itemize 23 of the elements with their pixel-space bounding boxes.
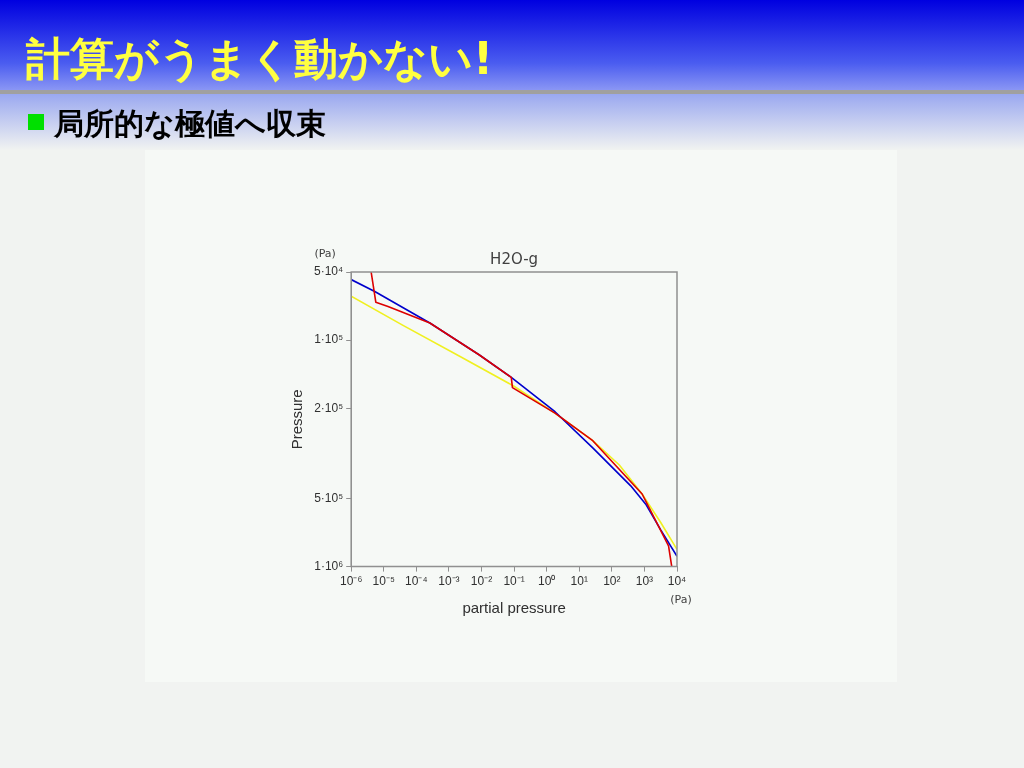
x-tick-label: 10⁻² xyxy=(470,574,493,589)
x-tick-label: 10⁻⁵ xyxy=(372,574,395,589)
y-tick-label: 1·10⁶ xyxy=(314,558,344,573)
text: (Pa) xyxy=(314,246,336,260)
x-tick-label: 10⁰ xyxy=(537,574,556,589)
x-axis-title: partial pressure xyxy=(462,599,566,617)
y-tick-label: 5·10⁴ xyxy=(313,264,344,279)
y-tick-label: 5·10⁵ xyxy=(314,490,344,505)
chart-subtitle: 局所的な極値へ収束 xyxy=(54,105,326,143)
x-tick-label: 10⁻⁶ xyxy=(340,574,363,589)
x-tick-label: 10⁴ xyxy=(667,574,687,589)
y-axis-title: Pressure xyxy=(288,389,306,450)
x-tick-label: 10³ xyxy=(635,574,654,589)
x-tick-label: 10⁻⁴ xyxy=(405,574,428,589)
chart-title: 計算がうまく動かない! xyxy=(26,32,494,86)
x-tick-label: 10⁻¹ xyxy=(503,574,525,589)
y-tick-label: 2·10⁵ xyxy=(314,400,344,415)
x-tick-label: 10⁻³ xyxy=(438,574,460,589)
text: (Pa) xyxy=(670,593,692,607)
text: H2O-g xyxy=(490,249,539,268)
x-tick-label: 10² xyxy=(603,574,621,589)
x-tick-label: 10¹ xyxy=(570,574,588,589)
y-tick-label: 1·10⁵ xyxy=(314,332,344,347)
